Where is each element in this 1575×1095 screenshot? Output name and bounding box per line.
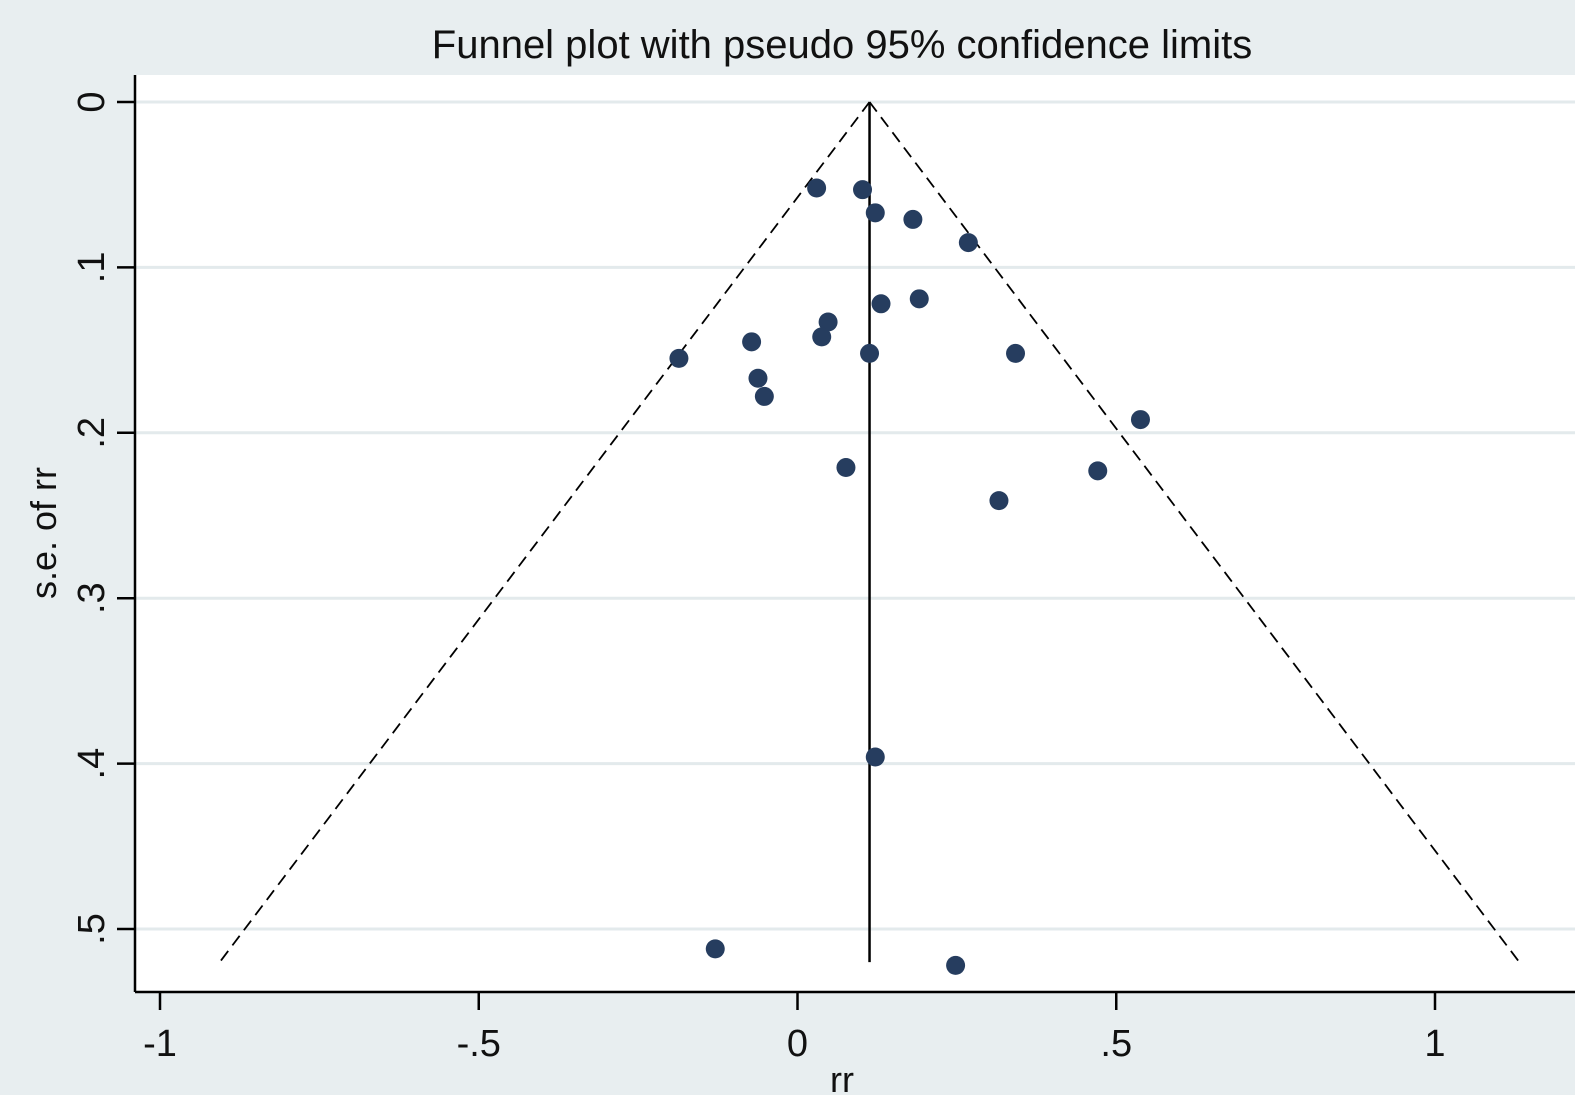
- y-axis-ticks: 0 .1 .2 .3 .4 .5: [71, 91, 135, 945]
- y-tick-label: .4: [71, 748, 113, 780]
- data-point: [958, 233, 978, 253]
- plot-area: [135, 75, 1575, 992]
- data-point: [669, 348, 689, 368]
- x-axis-ticks: -1 -.5 0 .5 1: [143, 992, 1446, 1065]
- y-tick-label: .2: [71, 417, 113, 449]
- axes: [133, 75, 1575, 994]
- upper-confidence-limit-line: [868, 101, 1520, 963]
- data-point: [754, 386, 774, 406]
- data-point: [853, 180, 873, 200]
- y-tick-label: .5: [71, 913, 113, 945]
- data-point: [748, 368, 768, 388]
- chart-title: Funnel plot with pseudo 95% confidence l…: [432, 23, 1252, 67]
- data-point: [860, 343, 880, 363]
- funnel-lines: [219, 101, 1520, 963]
- data-point: [1130, 410, 1150, 430]
- data-point: [946, 955, 966, 975]
- data-point: [909, 289, 929, 309]
- x-tick-label: 1: [1424, 1023, 1445, 1065]
- data-point: [818, 312, 838, 332]
- y-axis-title: s.e. of rr: [23, 467, 64, 599]
- x-tick-label: 0: [787, 1023, 808, 1065]
- data-points: [669, 178, 1150, 975]
- gridlines: [135, 100, 1575, 931]
- data-point: [871, 294, 891, 314]
- y-tick-label: 0: [71, 91, 113, 112]
- y-tick-label: .3: [71, 582, 113, 614]
- data-point: [807, 178, 827, 198]
- data-point: [989, 491, 1009, 511]
- x-tick-label: -.5: [457, 1023, 501, 1065]
- x-tick-label: -1: [143, 1023, 177, 1065]
- data-point: [836, 458, 856, 478]
- data-point: [705, 939, 725, 959]
- data-point: [1088, 461, 1108, 481]
- data-point: [742, 332, 762, 352]
- data-point: [1006, 343, 1026, 363]
- data-point: [865, 747, 885, 767]
- data-point: [903, 209, 923, 229]
- data-point: [812, 327, 832, 347]
- x-axis-title: rr: [830, 1059, 854, 1095]
- y-tick-label: .1: [71, 252, 113, 284]
- lower-confidence-limit-line: [219, 101, 871, 963]
- data-point: [865, 203, 885, 223]
- x-tick-label: .5: [1100, 1023, 1132, 1065]
